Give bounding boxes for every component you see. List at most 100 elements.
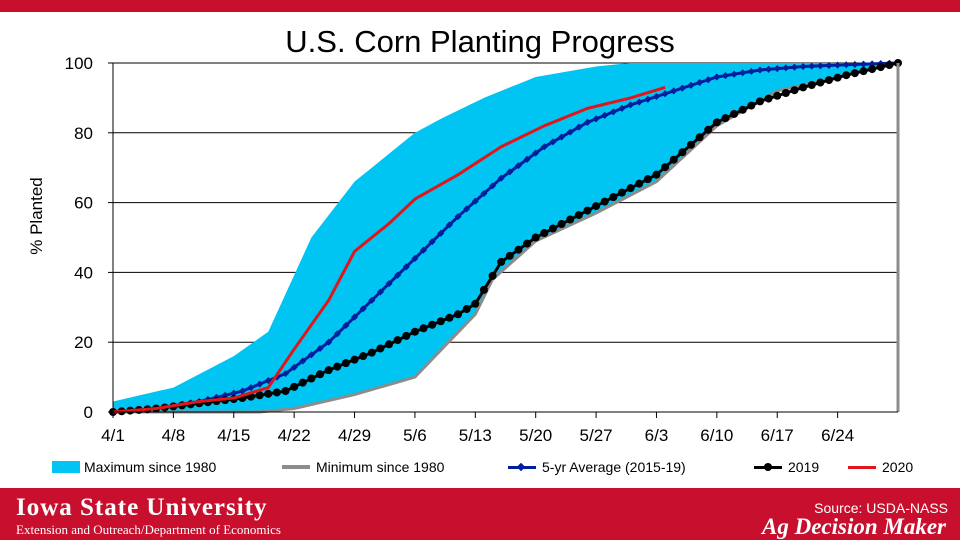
series-2019-point — [643, 175, 652, 184]
legend-swatch-max — [52, 461, 80, 473]
series-max-area — [113, 63, 898, 412]
series-avg-point — [799, 62, 807, 71]
x-tick-label: 4/1 — [101, 426, 125, 445]
series-2019-point — [635, 179, 644, 188]
series-2019-point — [824, 76, 833, 85]
series-avg-point — [394, 271, 402, 279]
series-2019-point — [436, 317, 445, 326]
series-2019-point — [730, 109, 739, 118]
series-2019-point — [755, 97, 764, 106]
series-2019-point — [600, 197, 609, 206]
series-2019-point — [721, 114, 730, 123]
legend-swatch-avg — [508, 462, 536, 471]
series-avg-point — [325, 338, 333, 346]
series-avg-point — [566, 128, 574, 136]
series-avg-point — [592, 115, 600, 123]
series-avg-point — [618, 104, 626, 112]
series-avg-point — [696, 79, 704, 87]
x-tick-label: 5/6 — [403, 426, 427, 445]
y-tick-label: 80 — [74, 124, 93, 143]
x-tick-label: 5/13 — [459, 426, 492, 445]
series-2019-point — [471, 299, 480, 308]
series-avg-point — [247, 384, 255, 392]
series-2019-point — [479, 285, 488, 294]
source-text: Source: USDA-NASS — [814, 500, 948, 516]
series-avg-point — [816, 62, 824, 70]
x-tick-label: 4/29 — [338, 426, 371, 445]
series-2019-point — [376, 344, 385, 353]
series-avg-point — [351, 313, 359, 321]
series-2019-point — [592, 202, 601, 211]
series-2019-point — [385, 340, 394, 349]
y-tick-label: 0 — [84, 403, 93, 422]
x-tick-label: 5/20 — [519, 426, 552, 445]
series-2019-point — [298, 378, 307, 387]
series-2019-point — [669, 155, 678, 164]
y-tick-label: 20 — [74, 333, 93, 352]
series-avg-point — [342, 321, 350, 329]
series-avg-point — [842, 61, 850, 69]
legend: Maximum since 1980 Minimum since 1980 5-… — [52, 458, 932, 476]
series-2019-point — [488, 271, 497, 280]
series-avg-point — [687, 81, 695, 89]
series-avg-point — [307, 351, 315, 359]
legend-item-2020: 2020 — [848, 458, 913, 476]
series-2019-point — [833, 73, 842, 82]
y-axis-label: % Planted — [27, 177, 46, 255]
series-avg-point — [523, 155, 531, 163]
series-2019-point — [704, 125, 713, 134]
series-2019-point — [341, 359, 350, 368]
series-2019-point — [686, 140, 695, 149]
series-avg-point — [359, 305, 367, 313]
series-avg-point — [420, 246, 428, 254]
x-tick-label: 5/27 — [580, 426, 613, 445]
series-2019-point — [333, 362, 342, 371]
series-2019-point — [583, 206, 592, 215]
legend-label-2020: 2020 — [882, 459, 914, 475]
x-tick-label: 4/22 — [278, 426, 311, 445]
series-avg-point — [445, 221, 453, 229]
series-2019-point — [497, 257, 506, 266]
x-tick-label: 6/24 — [821, 426, 854, 445]
grid-lines — [113, 62, 898, 343]
series-2019-point — [393, 336, 402, 345]
university-logo: Iowa State University — [16, 494, 268, 521]
series-2019-point — [367, 348, 376, 357]
series-2019-point — [505, 251, 514, 260]
series-2019-point — [678, 148, 687, 157]
series-avg-point — [428, 238, 436, 246]
series-avg-point — [627, 101, 635, 109]
series-avg-point — [368, 296, 376, 304]
series-avg-point — [549, 138, 557, 146]
series-avg-point — [489, 182, 497, 190]
series-2019-point — [264, 389, 273, 398]
x-tick-label: 6/3 — [645, 426, 669, 445]
series-2020-line — [112, 85, 666, 414]
series-2019-point — [695, 133, 704, 142]
series-2019-point — [850, 69, 859, 78]
series-avg-point — [704, 76, 712, 84]
series-avg-point — [583, 118, 591, 126]
series-avg-point — [497, 174, 505, 182]
series-2019-point — [307, 374, 316, 383]
legend-swatch-2020 — [848, 465, 876, 469]
series-avg-point — [721, 72, 730, 80]
series-avg-point — [514, 162, 522, 170]
series-2019-point — [790, 86, 799, 95]
plot-area — [109, 59, 902, 416]
series-avg-point — [644, 95, 652, 103]
series-2019-point — [548, 224, 557, 233]
series-avg-point — [411, 254, 419, 262]
series-2019-point — [617, 188, 626, 197]
series-avg-point — [532, 149, 540, 157]
series-2019-point — [359, 352, 368, 361]
series-2019-point — [255, 391, 264, 400]
y-tick-label: 60 — [74, 194, 93, 213]
footer-bar: Iowa State University Extension and Outr… — [0, 488, 960, 540]
series-avg-point — [773, 65, 781, 73]
series-avg-point — [385, 280, 393, 288]
series-2019-point — [428, 320, 437, 329]
legend-swatch-min — [282, 465, 310, 469]
series-2019-point — [773, 91, 782, 100]
series-2019-point — [574, 211, 583, 220]
